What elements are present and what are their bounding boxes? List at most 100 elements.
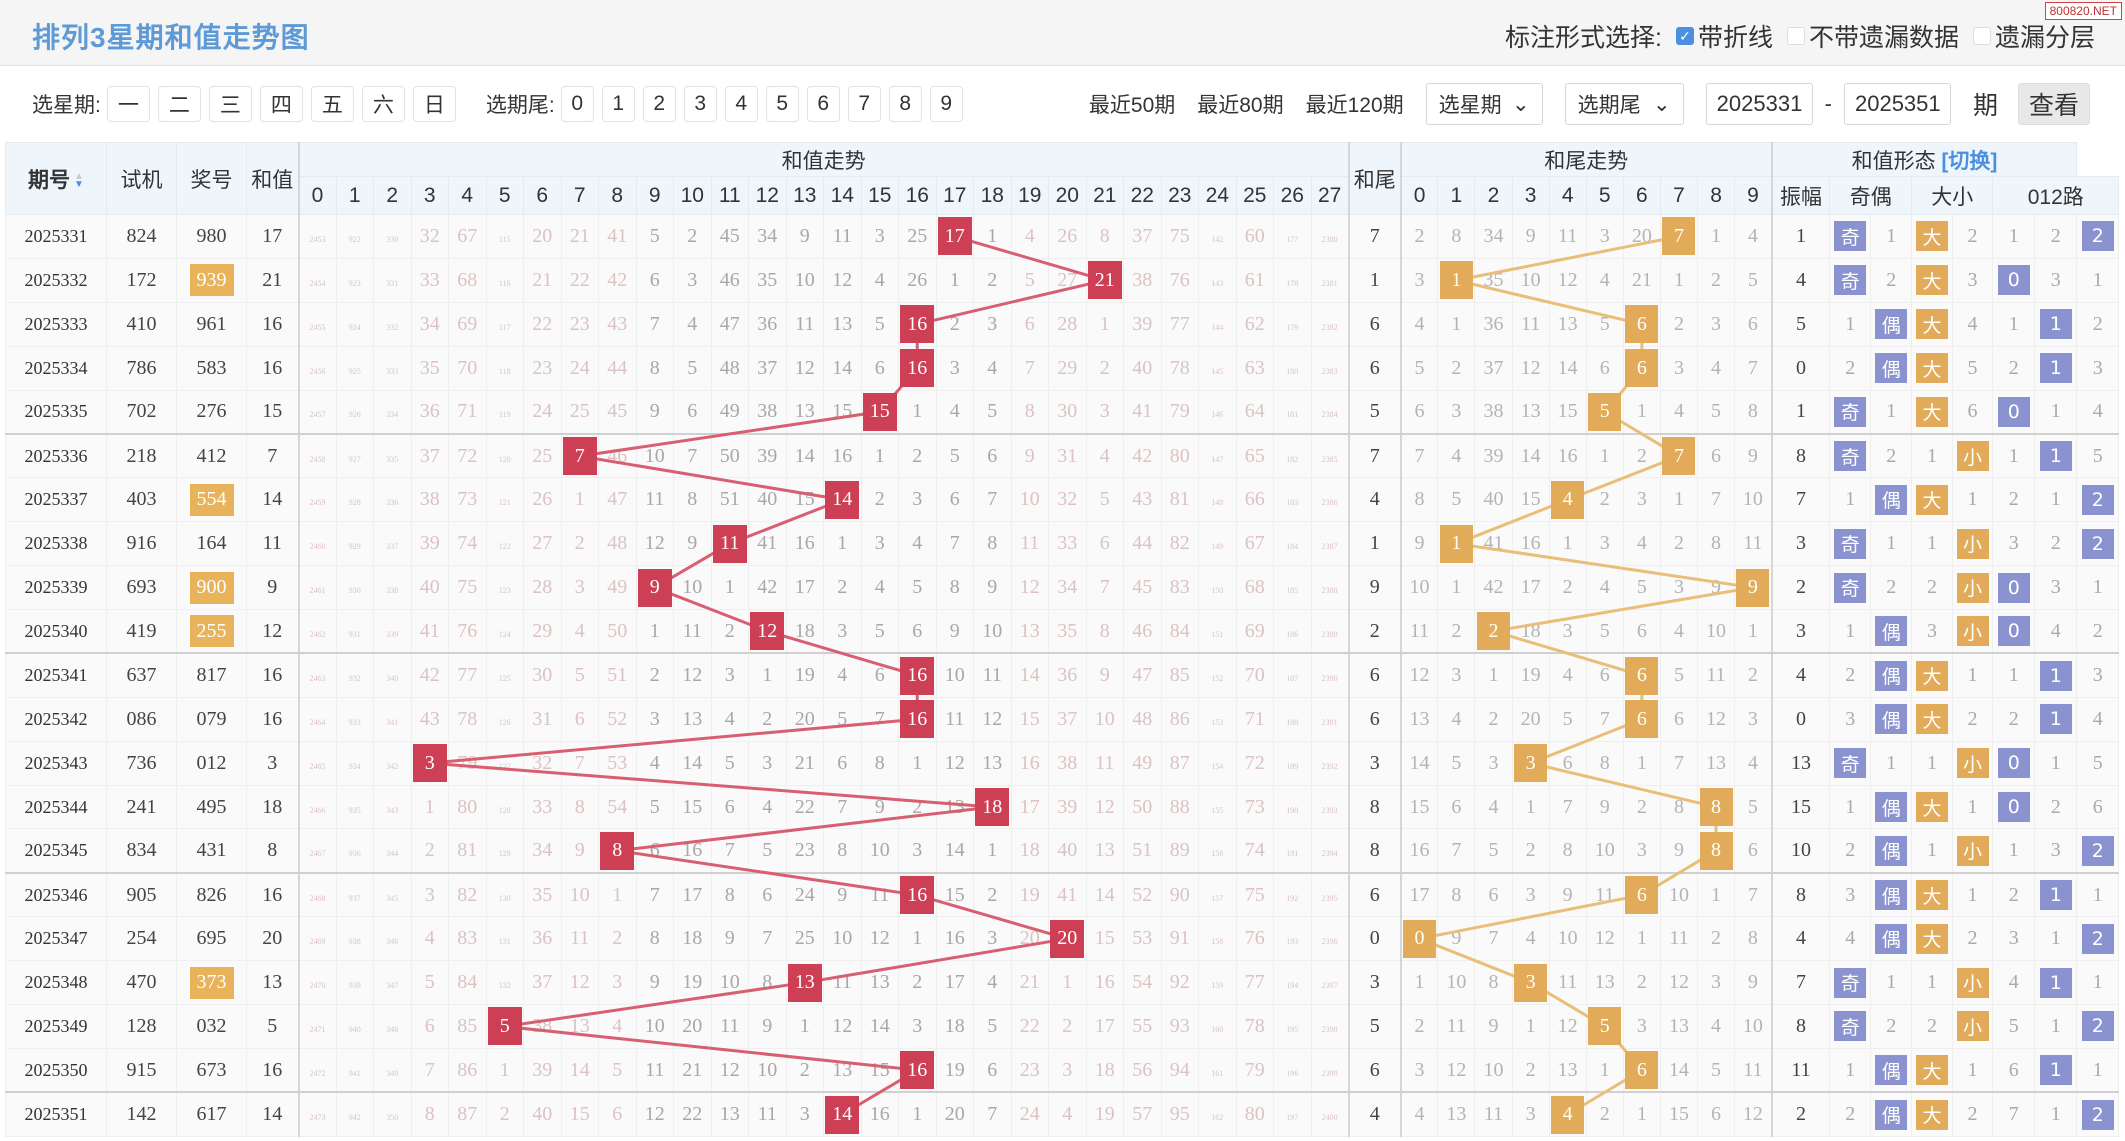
polyline-label[interactable]: 带折线: [1697, 24, 1773, 52]
sum-hit-cell: 14: [823, 1091, 862, 1137]
sum-omission-cell: 3: [1085, 389, 1124, 435]
tail-omission-cell-text: 11: [1743, 532, 1763, 555]
sum-omission-cell: 942: [335, 1091, 374, 1137]
polyline-checkbox[interactable]: ✓: [1675, 27, 1694, 45]
sum-omission-cell: 24: [523, 389, 562, 435]
weekday-button[interactable]: 六: [361, 86, 405, 122]
odd-even-cell: 1: [1870, 740, 1913, 786]
tail-omission-cell: 1: [1511, 1004, 1550, 1049]
recent-80-link[interactable]: 最近80期: [1197, 94, 1284, 117]
tail-filter-button[interactable]: 1: [601, 86, 635, 122]
tail-omission-cell-text: 2: [1451, 619, 1462, 642]
sum-omission-cell-text: 127: [498, 761, 511, 771]
no-omission-checkbox[interactable]: [1786, 27, 1805, 45]
switch-link[interactable]: [切换]: [1941, 149, 1998, 173]
tail-omission-cell: 16: [1399, 828, 1439, 874]
sum-omission-cell-text: 22: [569, 268, 590, 291]
tail-filter-button[interactable]: 2: [642, 86, 676, 122]
omission-layer-label[interactable]: 遗漏分层: [1994, 24, 2095, 52]
tail-filter-button[interactable]: 9: [929, 86, 963, 122]
weekday-button[interactable]: 一: [106, 86, 150, 122]
tail-omission-cell: 14: [1548, 345, 1587, 391]
sum-omission-cell: 4: [823, 652, 862, 698]
weekday-button[interactable]: 四: [259, 86, 303, 122]
tail-filter-button[interactable]: 8: [888, 86, 922, 122]
sum-omission-cell-text: 69: [1244, 619, 1265, 642]
sum-omission-cell: 40: [410, 565, 449, 611]
sum-cell-text: 7: [267, 444, 278, 467]
road-cell: 2: [2076, 916, 2120, 962]
to-period-input[interactable]: 2025351: [1843, 83, 1951, 125]
no-omission-label[interactable]: 不带遗漏数据: [1808, 24, 1959, 52]
sum-omission-cell-text: 34: [1057, 576, 1078, 599]
sum-omission-cell-text: 2393: [1321, 805, 1338, 815]
sum-omission-cell: 195: [1273, 1004, 1312, 1049]
sum-omission-cell: 9: [785, 214, 824, 259]
period-cell-text: 2025333: [24, 313, 88, 334]
sum-omission-cell: 5: [560, 652, 599, 698]
sum-omission-cell: 19: [785, 652, 824, 698]
big-small-cell: 大: [1911, 345, 1953, 391]
tail-omission-cell-text: 5: [1747, 268, 1758, 291]
recent-120-link[interactable]: 最近120期: [1305, 94, 1404, 117]
omission-layer-checkbox[interactable]: [1972, 27, 1991, 45]
sum-cell: 3: [246, 740, 299, 786]
sum-omission-cell: 19: [1085, 1091, 1124, 1137]
sum-omission-cell-text: 143: [1211, 278, 1224, 288]
tail-select[interactable]: 选期尾 ⌄: [1564, 83, 1684, 125]
weekday-button[interactable]: 五: [310, 86, 354, 122]
sum-omission-cell: 155: [1198, 784, 1237, 830]
sort-icon[interactable]: ▲ ▼: [74, 170, 84, 190]
view-button[interactable]: 查看: [2018, 83, 2090, 125]
sum-hit-cell-text: 17: [937, 217, 972, 256]
sum-omission-cell-text: 14: [1094, 883, 1115, 906]
period-cell: 2025350: [5, 1047, 107, 1094]
weekday-select[interactable]: 选星期 ⌄: [1425, 83, 1543, 125]
sum-omission-cell-text: 2: [762, 707, 773, 730]
trial-cell-text: 172: [126, 268, 157, 291]
tail-filter-button[interactable]: 3: [683, 86, 717, 122]
header-period[interactable]: 期号 ▲ ▼: [5, 142, 107, 215]
sum-omission-cell: 68: [1235, 565, 1274, 611]
sum-omission-cell: 2467: [297, 828, 337, 874]
sum-omission-cell-text: 1: [1062, 971, 1073, 994]
odd-even-cell-text: 2: [1845, 839, 1856, 862]
tail-omission-cell-text: 6: [1747, 839, 1758, 862]
sum-omission-cell-text: 6: [987, 1058, 998, 1081]
sum-omission-cell-text: 75: [457, 576, 478, 599]
sum-omission-cell-text: 931: [348, 629, 361, 639]
sum-omission-cell: 12: [785, 345, 824, 391]
sum-omission-cell: 3: [1048, 1047, 1087, 1094]
sum-omission-cell-text: 76: [457, 619, 478, 642]
tail-filter-button[interactable]: 0: [560, 86, 594, 122]
tail-filter-button[interactable]: 7: [847, 86, 881, 122]
odd-even-cell-text: 偶: [1875, 353, 1908, 384]
sum-omission-cell-text: 9: [799, 224, 810, 247]
recent-50-link[interactable]: 最近50期: [1088, 94, 1176, 117]
sum-hit-cell-text: 16: [900, 305, 935, 344]
weekday-button[interactable]: 日: [412, 86, 456, 122]
sum-omission-cell: 21: [785, 740, 824, 786]
tail-filter-button[interactable]: 4: [724, 86, 758, 122]
sum-omission-cell-text: 10: [982, 619, 1003, 642]
amplitude-cell-text: 4: [1796, 664, 1806, 687]
tail-cell-text: 1: [1369, 268, 1380, 291]
sum-omission-cell: 7: [823, 784, 862, 830]
sum-omission-cell-text: 2386: [1321, 498, 1338, 508]
tail-filter-button[interactable]: 6: [806, 86, 840, 122]
sum-omission-cell: 929: [335, 521, 374, 567]
sum-omission-cell-text: 72: [457, 444, 478, 467]
weekday-button[interactable]: 三: [208, 86, 252, 122]
sum-cell-text: 8: [267, 839, 278, 862]
tail-hit-cell: 9: [1734, 565, 1773, 611]
tail-hit-cell-text: 6: [1625, 349, 1659, 388]
sum-omission-cell-text: 39: [419, 532, 440, 555]
tail-omission-cell: 1: [1622, 916, 1661, 962]
tail-omission-cell: 2: [1696, 257, 1736, 303]
tail-filter-button[interactable]: 5: [765, 86, 799, 122]
sum-omission-cell-text: 148: [1211, 498, 1224, 508]
from-period-input[interactable]: 2025331: [1705, 83, 1813, 125]
sum-hit-cell: 13: [785, 960, 824, 1006]
period-cell: 2025341: [5, 652, 107, 698]
weekday-button[interactable]: 二: [157, 86, 201, 122]
